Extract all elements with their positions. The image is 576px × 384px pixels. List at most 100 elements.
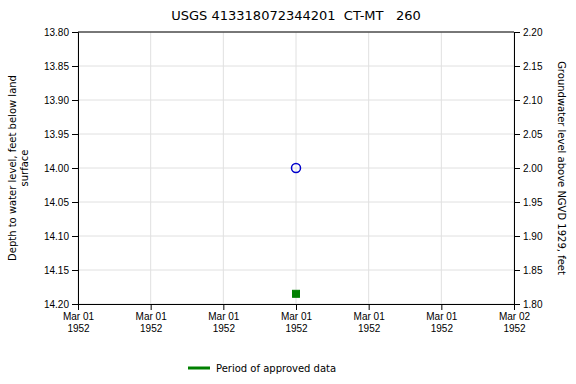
y-axis: 13.80 13.85 13.90 13.95 14.00 14.05 14.10 14.15…	[44, 27, 79, 310]
y-tick: 13.90	[44, 95, 78, 106]
y-tick: 14.15	[44, 265, 78, 276]
text-line: Mar 02	[499, 311, 531, 322]
tick-mark	[72, 32, 78, 33]
y-tick: 14.00	[44, 163, 78, 174]
point	[292, 164, 301, 173]
tick-mark	[514, 100, 520, 101]
axis-line	[515, 33, 521, 305]
grid-line	[296, 32, 297, 304]
plot: Mar 011952Mar 011952Mar 011952Mar 011952…	[7, 27, 567, 334]
tick-mark	[514, 32, 520, 33]
y-tick: 13.85	[44, 61, 78, 72]
x-tick: Mar 011952	[426, 304, 458, 334]
series	[292, 164, 301, 173]
text-line: Mar 01	[281, 311, 313, 322]
grid-line	[223, 32, 224, 304]
title: USGS 413318072344201 CT-MT 260	[171, 8, 420, 23]
series	[293, 290, 300, 297]
y-tick-label: 13.90	[44, 95, 69, 106]
tick-mark	[72, 100, 78, 101]
x-tick: Mar 011952	[281, 304, 313, 334]
y-tick: 14.05	[44, 197, 78, 208]
y2-tick-label: 2.05	[523, 129, 543, 140]
y-tick-label: 13.95	[44, 129, 69, 140]
x-axis: Mar 011952Mar 011952Mar 011952Mar 011952…	[63, 304, 531, 334]
y-tick: 14.10	[44, 231, 78, 242]
legend-swatch	[188, 367, 210, 370]
text-line: Mar 01	[208, 311, 240, 322]
y-tick: 13.95	[44, 129, 78, 140]
y2-tick: 2.20	[514, 27, 543, 38]
tick-mark	[296, 304, 297, 310]
y2-tick: 2.05	[514, 129, 543, 140]
tick-mark	[72, 202, 78, 203]
x-tick-label: Mar 021952	[499, 311, 531, 334]
axis-line	[79, 305, 515, 311]
grid-line	[78, 32, 514, 33]
grid-line	[368, 32, 369, 304]
y2-tick-label: 2.10	[523, 95, 543, 106]
text-line: Mar 01	[354, 311, 386, 322]
y2-tick-label: 1.85	[523, 265, 543, 276]
x-tick-label: Mar 011952	[63, 311, 95, 334]
y2-tick-label: 1.80	[523, 299, 543, 310]
legend-label: Period of approved data	[216, 363, 336, 374]
text-line: 1952	[503, 323, 526, 334]
grid-line	[441, 32, 442, 304]
grid	[78, 32, 514, 304]
y2-tick: 1.80	[514, 299, 543, 310]
x-tick-label: Mar 011952	[208, 311, 240, 334]
tick-mark	[441, 304, 442, 310]
text-line: Mar 01	[63, 311, 95, 322]
tick-mark	[514, 236, 520, 237]
text-line: Depth to water level, feet below land	[7, 75, 18, 261]
tick-mark	[514, 270, 520, 271]
tick-mark	[514, 304, 520, 305]
x-tick-label: Mar 011952	[136, 311, 168, 334]
y2-tick-label: 2.15	[523, 61, 543, 72]
text-line: 1952	[213, 323, 236, 334]
y-tick-label: 14.20	[44, 299, 69, 310]
text-line: 1952	[358, 323, 381, 334]
x-tick: Mar 011952	[354, 304, 386, 334]
y2-tick: 2.10	[514, 95, 543, 106]
y2-tick-label: 2.20	[523, 27, 543, 38]
tick-mark	[72, 168, 78, 169]
text-line: Mar 01	[426, 311, 458, 322]
frame-line	[78, 32, 514, 33]
chart: Mar 011952Mar 011952Mar 011952Mar 011952…	[0, 0, 576, 384]
text-line: 1952	[285, 323, 308, 334]
y2-tick-label: 1.90	[523, 231, 543, 242]
y-tick: 13.80	[44, 27, 78, 38]
text-line: surface	[19, 150, 30, 187]
y2-tick: 2.15	[514, 61, 543, 72]
y2-axis: 2.20 2.15 2.10 2.05 2.00 1.95 1.90 1.85 1.80	[514, 27, 543, 310]
tick-mark	[514, 168, 520, 169]
y2-tick-label: 2.00	[523, 163, 543, 174]
text-line: Mar 01	[136, 311, 168, 322]
tick-mark	[514, 66, 520, 67]
x-tick: Mar 011952	[136, 304, 168, 334]
y2-tick: 1.95	[514, 197, 543, 208]
text-line: 1952	[140, 323, 163, 334]
grid-line	[150, 32, 151, 304]
marks	[292, 164, 301, 298]
x-tick-label: Mar 011952	[354, 311, 386, 334]
y-tick: 14.20	[44, 299, 78, 310]
y-tick-label: 14.10	[44, 231, 69, 242]
tick-mark	[72, 66, 78, 67]
axis-line	[72, 33, 79, 305]
tick-mark	[223, 304, 224, 310]
y2-tick: 1.85	[514, 265, 543, 276]
tick-mark	[72, 270, 78, 271]
tick-mark	[514, 202, 520, 203]
y-tick-label: 14.05	[44, 197, 69, 208]
tick-mark	[72, 304, 78, 305]
y-axis-label: Depth to water level, feet below landsur…	[7, 75, 30, 261]
legend-item: Period of approved data	[188, 363, 336, 374]
text-line: 1952	[67, 323, 90, 334]
tick-mark	[151, 304, 152, 310]
text-line: 1952	[431, 323, 454, 334]
y-tick-label: 14.00	[44, 163, 69, 174]
y2-tick: 1.90	[514, 231, 543, 242]
